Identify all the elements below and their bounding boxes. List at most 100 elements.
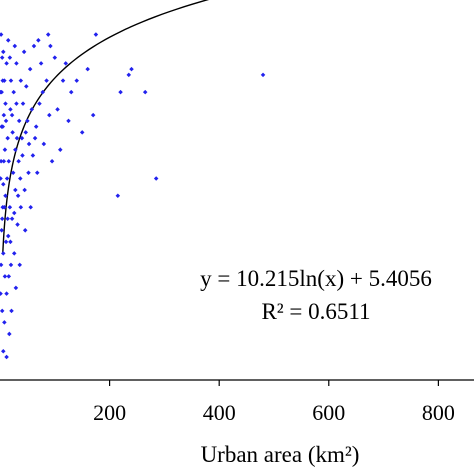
data-point	[8, 107, 13, 112]
data-point	[29, 107, 35, 112]
data-point	[90, 112, 96, 118]
data-point	[27, 66, 33, 72]
data-point	[1, 348, 6, 354]
data-point	[153, 176, 159, 181]
data-point	[26, 170, 31, 175]
data-point	[15, 222, 20, 227]
data-point	[19, 135, 25, 141]
data-point	[1, 181, 6, 187]
data-point	[8, 78, 14, 83]
data-point	[40, 89, 46, 95]
data-point	[1, 112, 7, 118]
data-point	[33, 124, 39, 129]
data-point	[41, 141, 47, 147]
data-point	[5, 135, 10, 141]
data-point	[115, 193, 121, 199]
data-point	[8, 262, 14, 268]
data-point	[5, 216, 10, 222]
data-point	[21, 49, 27, 55]
trendline	[2, 0, 210, 255]
data-point	[0, 216, 5, 222]
data-point	[45, 32, 51, 37]
data-point	[9, 308, 14, 314]
data-point	[55, 107, 60, 112]
data-point	[38, 61, 44, 66]
data-point	[37, 101, 42, 106]
data-point	[93, 32, 99, 37]
data-point	[9, 112, 15, 118]
data-point	[3, 118, 9, 124]
data-point	[5, 233, 11, 239]
data-point	[13, 285, 19, 291]
data-point	[11, 89, 16, 95]
x-tick-label: 800	[422, 400, 455, 425]
data-point	[126, 72, 132, 78]
data-point	[24, 84, 29, 89]
data-point	[47, 112, 52, 118]
data-point	[8, 239, 13, 245]
data-point	[18, 176, 23, 181]
data-point	[74, 78, 79, 83]
data-point	[6, 158, 12, 164]
data-point	[11, 210, 17, 216]
data-point	[36, 38, 41, 43]
data-point	[0, 176, 3, 181]
data-point	[30, 153, 36, 158]
data-point	[44, 78, 49, 83]
data-point	[14, 101, 19, 106]
data-point	[32, 135, 38, 141]
x-tick-label: 200	[93, 400, 126, 425]
data-point	[14, 135, 20, 141]
data-point	[1, 251, 6, 256]
data-point	[17, 262, 22, 268]
data-point	[13, 187, 18, 193]
data-point	[6, 274, 12, 279]
data-point	[26, 141, 32, 147]
data-point	[3, 101, 8, 106]
trend-equation: y = 10.215ln(x) + 5.4056	[200, 266, 432, 291]
data-point	[0, 89, 3, 95]
data-point	[118, 89, 123, 95]
data-point	[142, 89, 148, 95]
data-point	[1, 49, 6, 55]
data-point	[52, 55, 58, 60]
data-point	[85, 66, 90, 72]
data-point	[63, 61, 69, 66]
data-point	[4, 354, 9, 360]
data-point	[22, 187, 27, 193]
data-point	[20, 101, 26, 106]
x-tick-label: 600	[312, 400, 345, 425]
data-point	[260, 72, 266, 78]
data-point	[48, 43, 53, 49]
data-point	[9, 216, 15, 222]
data-point	[0, 262, 4, 268]
data-point	[58, 147, 63, 152]
data-point	[66, 118, 71, 124]
data-point	[4, 61, 9, 66]
x-axis-title: Urban area (km²)	[201, 442, 360, 467]
data-point	[18, 78, 24, 83]
data-point	[34, 170, 40, 175]
data-point	[4, 176, 10, 181]
data-point	[28, 205, 33, 210]
data-points	[0, 32, 266, 360]
data-point	[79, 130, 85, 135]
data-point	[129, 66, 134, 72]
data-point	[2, 274, 8, 279]
data-point	[14, 61, 19, 66]
data-point	[7, 55, 13, 60]
data-point	[12, 43, 18, 49]
data-point	[13, 147, 18, 152]
data-point	[60, 78, 66, 83]
data-point	[0, 55, 5, 60]
data-point	[7, 331, 12, 337]
data-point	[23, 130, 29, 135]
r-squared-label: R² = 0.6511	[261, 299, 370, 324]
data-point	[0, 32, 4, 37]
data-point	[4, 291, 9, 296]
data-point	[5, 38, 11, 43]
data-point	[68, 89, 74, 95]
data-point	[0, 308, 5, 314]
x-tick-label: 400	[203, 400, 236, 425]
